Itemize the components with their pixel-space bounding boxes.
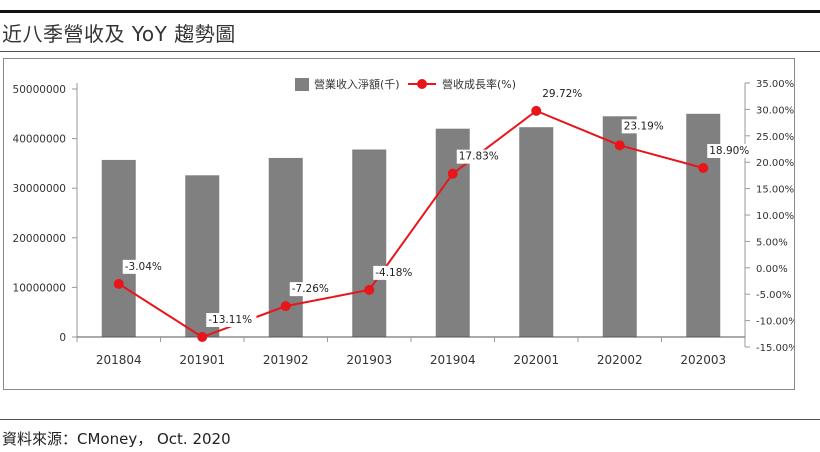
right-tick-label: 10.00%: [756, 211, 794, 222]
right-tick-label: -5.00%: [756, 290, 791, 301]
x-tick-label: 202003: [680, 353, 726, 367]
data-label: -3.04%: [125, 261, 162, 273]
bar: [101, 159, 136, 337]
growth-point: [364, 284, 375, 295]
x-tick-label: 201903: [346, 353, 392, 367]
growth-point: [280, 301, 291, 312]
left-tick-label: 0: [59, 332, 66, 344]
right-tick-label: -10.00%: [756, 317, 794, 328]
right-tick-label: 35.00%: [756, 79, 794, 90]
right-tick-label: 15.00%: [756, 185, 794, 196]
growth-point: [447, 168, 458, 179]
chart-frame: 0 10000000 20000000 30000000 40000000 5000000…: [3, 58, 798, 390]
right-tick-label: 5.00%: [756, 237, 788, 248]
page-title: 近八季營收及 YoY 趨勢圖: [2, 22, 236, 46]
x-tick-label: 201901: [179, 353, 225, 367]
data-label: 29.72%: [542, 88, 582, 100]
right-tick-label: 30.00%: [756, 105, 794, 116]
x-tick-label: 201904: [430, 353, 476, 367]
growth-line: [118, 109, 704, 339]
bottom-rule: [0, 419, 820, 420]
left-tick-label: 20000000: [13, 233, 66, 245]
x-tick-label: 201804: [96, 353, 142, 367]
data-label: -7.26%: [292, 283, 329, 295]
data-label-bg: [373, 265, 417, 280]
legend-bar-label: 營業收入淨額(千): [314, 77, 400, 91]
growth-point: [614, 140, 625, 151]
growth-point: [197, 332, 208, 343]
legend-line-marker: [417, 79, 427, 89]
data-label-bg: [621, 119, 666, 134]
bar: [519, 127, 554, 337]
data-label-bg: [540, 86, 584, 101]
data-label: 23.19%: [624, 120, 664, 132]
bar: [352, 149, 387, 337]
left-tick-label: 40000000: [13, 134, 66, 146]
legend-bar-swatch: [295, 78, 309, 91]
legend-line-label: 營收成長率(%): [442, 77, 516, 91]
right-tick-label: 0.00%: [756, 264, 788, 275]
data-label: -4.18%: [375, 267, 412, 279]
data-label-bg: [289, 282, 334, 297]
title-rule: [0, 51, 820, 52]
source-note: 資料來源：CMoney， Oct. 2020: [2, 430, 231, 448]
right-tick-label: 20.00%: [756, 158, 794, 169]
left-tick-label: 50000000: [13, 84, 66, 96]
data-label: 17.83%: [459, 151, 499, 163]
combo-chart: 0 10000000 20000000 30000000 40000000 5000000…: [13, 77, 798, 367]
right-tick-label: -15.00%: [756, 343, 794, 354]
data-label-bg: [707, 144, 751, 159]
x-tick-label: 202002: [597, 353, 643, 367]
left-tick-label: 10000000: [13, 282, 66, 294]
data-label: -13.11%: [208, 314, 252, 326]
left-tick-label: 30000000: [13, 183, 66, 195]
bar: [185, 175, 220, 337]
data-label: 18.90%: [709, 145, 749, 157]
data-label-bg: [206, 313, 257, 328]
data-label-bg: [122, 259, 167, 274]
x-tick-label: 201902: [263, 353, 309, 367]
growth-point: [698, 163, 709, 174]
growth-point: [531, 105, 542, 116]
x-tick-label: 202001: [513, 353, 559, 367]
right-tick-label: 25.00%: [756, 132, 794, 143]
data-label-bg: [456, 149, 501, 164]
bar: [602, 116, 637, 337]
top-rule: [0, 10, 820, 13]
growth-point: [113, 278, 124, 289]
